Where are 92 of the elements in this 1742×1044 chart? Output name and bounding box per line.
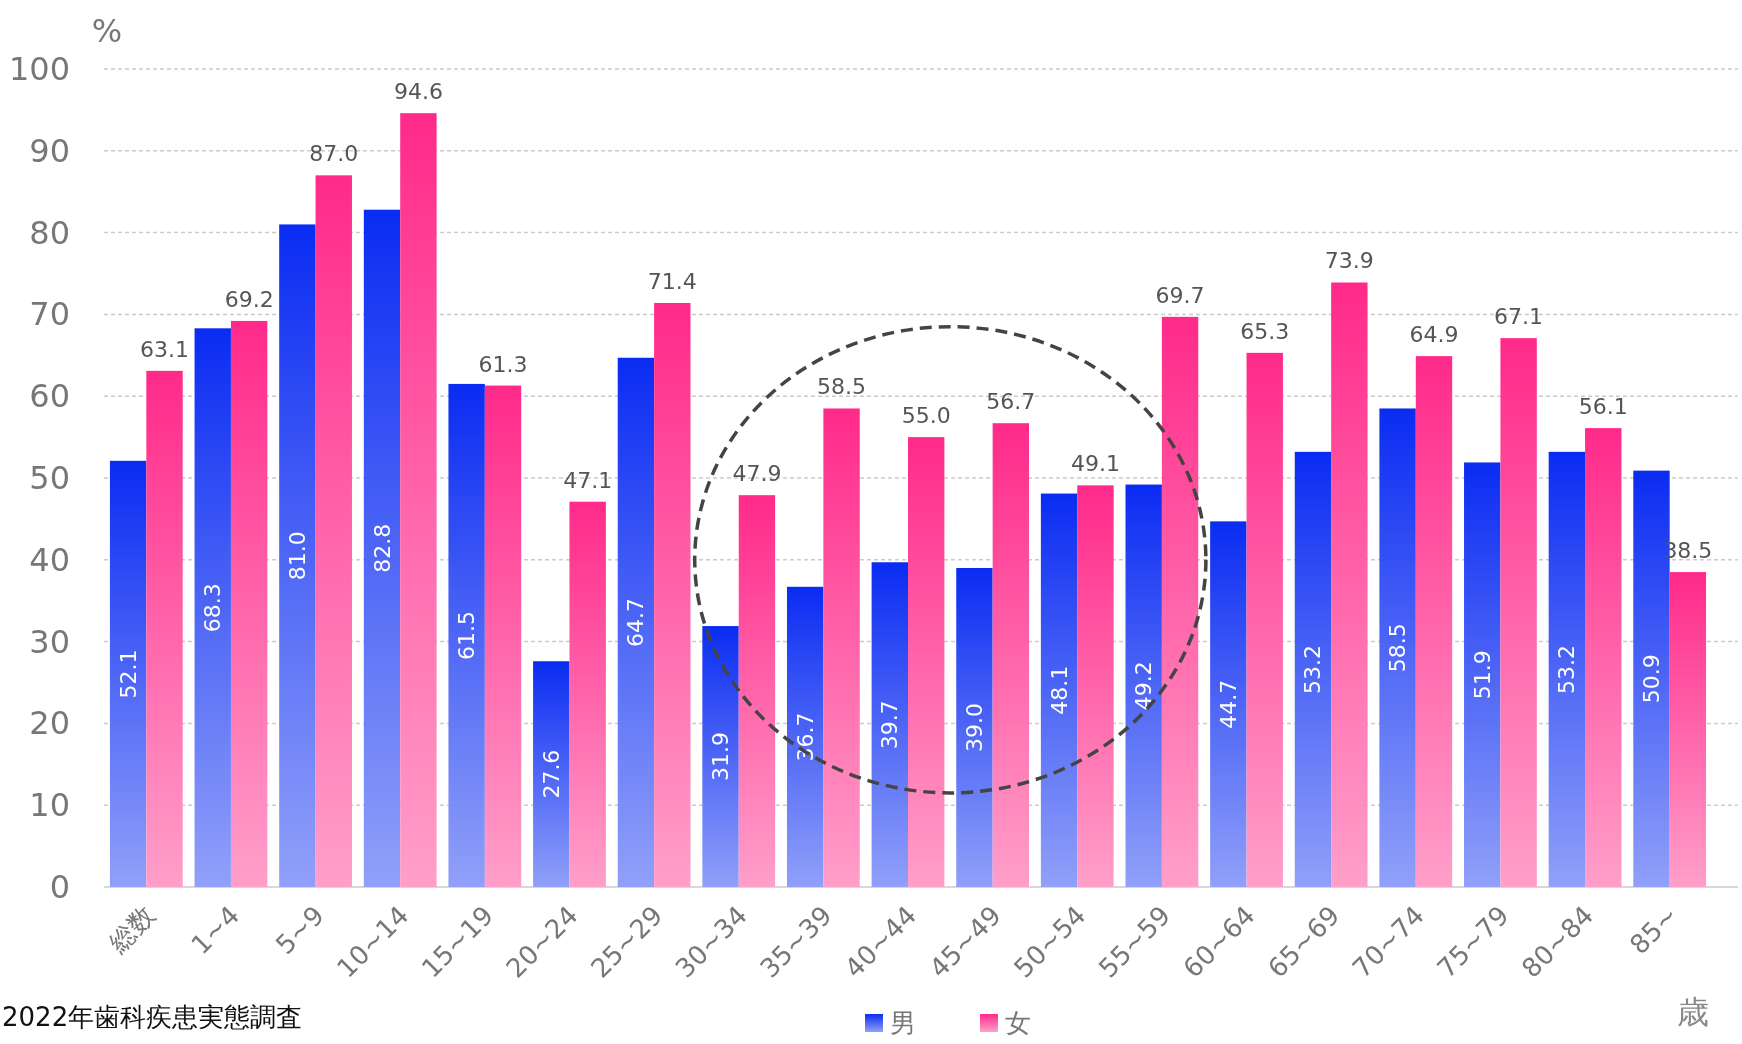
data-label: 64.7 xyxy=(623,597,649,647)
bar xyxy=(1161,316,1199,887)
x-tick-label: 85~ xyxy=(1623,900,1684,961)
bar xyxy=(533,661,570,887)
bar xyxy=(279,224,316,887)
bar xyxy=(400,113,437,887)
bar xyxy=(1415,356,1453,887)
y-tick-label: 60 xyxy=(29,377,70,416)
bar xyxy=(194,328,231,887)
data-label: 82.8 xyxy=(369,523,395,573)
data-label: 65.3 xyxy=(1240,318,1290,344)
y-tick-label: 50 xyxy=(29,459,70,497)
legend-label: 男 xyxy=(890,1008,916,1038)
data-label: 63.1 xyxy=(140,336,189,362)
y-tick-label: 90 xyxy=(29,131,70,170)
bar xyxy=(1077,485,1114,887)
x-tick-label: 総数 xyxy=(101,900,161,959)
data-label: 58.5 xyxy=(817,374,867,400)
data-label: 31.9 xyxy=(708,732,734,782)
bar xyxy=(702,626,739,887)
bar xyxy=(956,567,993,887)
y-tick-label: 40 xyxy=(29,540,70,579)
data-label: 67.1 xyxy=(1494,304,1544,330)
data-label: 27.6 xyxy=(538,749,564,799)
bar xyxy=(1294,451,1332,887)
bar xyxy=(1669,572,1707,887)
y-tick-label: 80 xyxy=(29,213,70,252)
data-label: 53.2 xyxy=(1554,644,1580,694)
text: 2022年歯科疾患実態調査 xyxy=(2,1002,303,1032)
bar xyxy=(1040,493,1078,887)
bar xyxy=(146,370,183,887)
data-label: 39.0 xyxy=(961,703,987,752)
y-tick-label: 20 xyxy=(29,704,70,743)
data-label: 44.7 xyxy=(1215,679,1241,729)
bar xyxy=(1464,462,1501,887)
data-label: 49.1 xyxy=(1070,451,1120,477)
bar xyxy=(617,357,655,887)
data-label: 73.9 xyxy=(1324,248,1374,274)
bar xyxy=(1246,352,1283,887)
data-label: 58.5 xyxy=(1385,623,1411,673)
data-label: 69.2 xyxy=(224,286,274,312)
bar xyxy=(908,437,945,887)
bar xyxy=(786,586,824,887)
data-label: 39.7 xyxy=(877,700,903,750)
bar xyxy=(230,320,268,887)
y-tick-label: 10 xyxy=(29,786,70,825)
data-label: 47.1 xyxy=(563,467,613,493)
bar xyxy=(569,501,606,887)
y-tick-label: 0 xyxy=(49,868,70,906)
bar xyxy=(654,302,691,887)
bar xyxy=(1379,408,1416,887)
legend-label: 女 xyxy=(1005,1008,1031,1038)
data-label: 56.1 xyxy=(1578,394,1628,420)
data-label: 81.0 xyxy=(284,531,310,581)
data-label: 48.1 xyxy=(1046,665,1072,715)
bar xyxy=(1331,282,1368,887)
bar xyxy=(448,383,485,887)
bar xyxy=(484,385,522,887)
bar xyxy=(992,423,1030,887)
data-label: 53.2 xyxy=(1300,644,1326,694)
data-label: 49.2 xyxy=(1131,661,1157,711)
bar xyxy=(1585,428,1622,887)
y-tick-label: 30 xyxy=(29,622,70,661)
data-label: 71.4 xyxy=(647,268,697,294)
bar xyxy=(109,460,147,887)
y-tick-label: 70 xyxy=(29,295,70,334)
data-label: 68.3 xyxy=(200,583,226,633)
bar xyxy=(823,408,860,887)
data-label: 51.9 xyxy=(1469,650,1495,700)
bar xyxy=(1125,484,1162,887)
data-label: 56.7 xyxy=(986,389,1036,415)
y-axis-title: % xyxy=(91,12,123,50)
bar xyxy=(1500,338,1537,887)
data-label: 36.7 xyxy=(792,712,818,762)
bar xyxy=(871,562,908,887)
data-label: 61.5 xyxy=(454,610,480,660)
bar xyxy=(1210,521,1247,887)
data-label: 61.3 xyxy=(478,351,528,377)
bar xyxy=(363,209,401,887)
bar xyxy=(315,175,352,887)
data-label: 50.9 xyxy=(1638,654,1664,704)
data-label: 55.0 xyxy=(901,403,951,429)
x-axis-title: 歳 xyxy=(1677,993,1709,1031)
data-label: 94.6 xyxy=(393,79,443,105)
data-label: 69.7 xyxy=(1155,282,1205,308)
data-label: 87.0 xyxy=(309,141,359,167)
data-label: 47.9 xyxy=(732,461,782,487)
data-label: 64.9 xyxy=(1409,322,1459,348)
data-label: 52.1 xyxy=(115,649,141,699)
bar xyxy=(738,495,776,887)
y-tick-label: 100 xyxy=(8,50,70,88)
bar xyxy=(1548,451,1586,887)
